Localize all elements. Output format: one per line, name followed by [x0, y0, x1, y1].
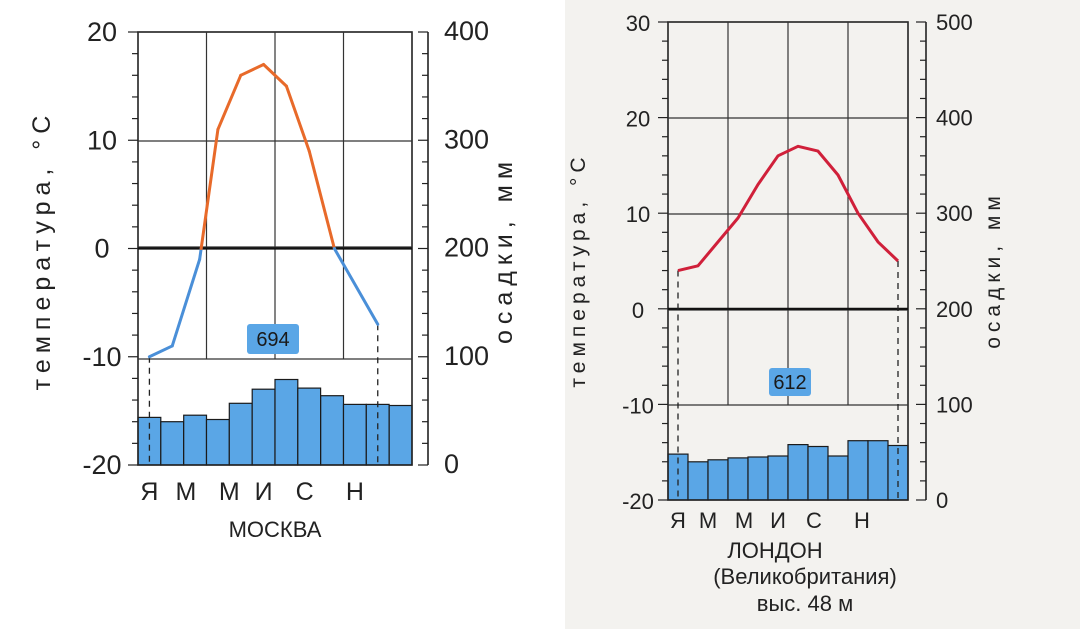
temperature-tick-label: -20 [622, 489, 654, 514]
temperature-tick-label: 30 [626, 11, 650, 36]
precipitation-bar [747, 456, 769, 501]
precipitation-tick-label: 200 [936, 297, 973, 322]
precipitation-tick-label: 500 [936, 10, 973, 35]
precipitation-bar [787, 444, 809, 501]
precipitation-bar [205, 418, 230, 466]
city-elevation: выс. 48 м [757, 591, 853, 616]
precipitation-tick-label: 100 [444, 341, 489, 371]
month-label: М [219, 478, 240, 506]
temperature-line-segment [147, 344, 174, 359]
precipitation-axis-title: осадки, мм [490, 156, 518, 344]
temperature-axis-title: температура, °С [567, 152, 590, 387]
city-title: ЛОНДОН [727, 538, 822, 563]
precipitation-bar [847, 440, 869, 501]
month-label: С [296, 478, 314, 506]
temperature-tick-label: -10 [82, 342, 121, 372]
precipitation-bar [251, 388, 276, 466]
temperature-line-segment [199, 127, 220, 250]
month-label: Я [140, 478, 158, 506]
precipitation-bar [228, 402, 253, 466]
temperature-line-segment [239, 62, 266, 77]
precipitation-bar [867, 440, 889, 501]
month-label: С [806, 508, 822, 533]
annual-precipitation-badge [247, 324, 299, 354]
precipitation-tick-label: 300 [936, 201, 973, 226]
temperature-line-segment [170, 257, 202, 348]
precipitation-bar [767, 455, 789, 501]
temperature-tick-label: 10 [87, 125, 117, 155]
city-title: МОСКВА [229, 517, 322, 542]
page-background [565, 0, 1080, 629]
month-label: Н [346, 478, 364, 506]
temperature-line-segment [216, 73, 243, 131]
temperature-line-segment [262, 62, 288, 88]
city-subtitle: (Великобритания) [713, 564, 897, 589]
precipitation-bar [274, 378, 299, 466]
precipitation-tick-label: 400 [444, 16, 489, 46]
temperature-line-segment [198, 247, 203, 261]
month-label: И [255, 478, 273, 506]
precipitation-tick-label: 200 [444, 233, 489, 263]
precipitation-bar [297, 387, 322, 466]
temperature-tick-label: 20 [626, 107, 650, 132]
temperature-line-segment [332, 247, 380, 326]
temperature-tick-label: -10 [622, 393, 654, 418]
temperature-tick-label: 20 [87, 17, 117, 47]
temperature-line [677, 144, 900, 273]
precipitation-bar [707, 459, 729, 501]
precipitation-tick-label: 100 [936, 392, 973, 417]
precipitation-tick-label: 0 [444, 449, 459, 479]
precipitation-bar [160, 421, 185, 466]
precipitation-bar [827, 455, 849, 501]
precipitation-bar [183, 414, 208, 466]
temperature-axis-title: температура, °С [28, 110, 56, 391]
temperature-line-segment [284, 84, 311, 153]
month-label: М [699, 508, 717, 533]
precipitation-tick-label: 400 [936, 106, 973, 131]
precipitation-bar [388, 404, 413, 466]
month-label: М [735, 508, 753, 533]
annual-precipitation-value: 694 [256, 329, 289, 351]
precipitation-bar [320, 395, 345, 466]
annual-precipitation-value: 612 [773, 372, 806, 394]
temperature-tick-label: 0 [94, 234, 109, 264]
precipitation-tick-label: 0 [936, 488, 948, 513]
month-label: Я [670, 508, 686, 533]
precipitation-bar [807, 445, 829, 501]
temperature-tick-label: 10 [626, 202, 650, 227]
temperature-tick-label: -20 [82, 450, 121, 480]
month-label: И [770, 508, 786, 533]
temperature-line-segment [307, 149, 336, 250]
annual-precipitation-badge [769, 368, 811, 396]
precipitation-bar [727, 457, 749, 501]
month-label: Н [854, 508, 870, 533]
temperature-tick-label: 0 [632, 298, 644, 323]
precipitation-bar [342, 403, 367, 466]
month-label: М [176, 478, 197, 506]
precipitation-tick-label: 300 [444, 124, 489, 154]
precipitation-axis-title: осадки, мм [982, 191, 1005, 349]
precipitation-bar [687, 461, 709, 501]
